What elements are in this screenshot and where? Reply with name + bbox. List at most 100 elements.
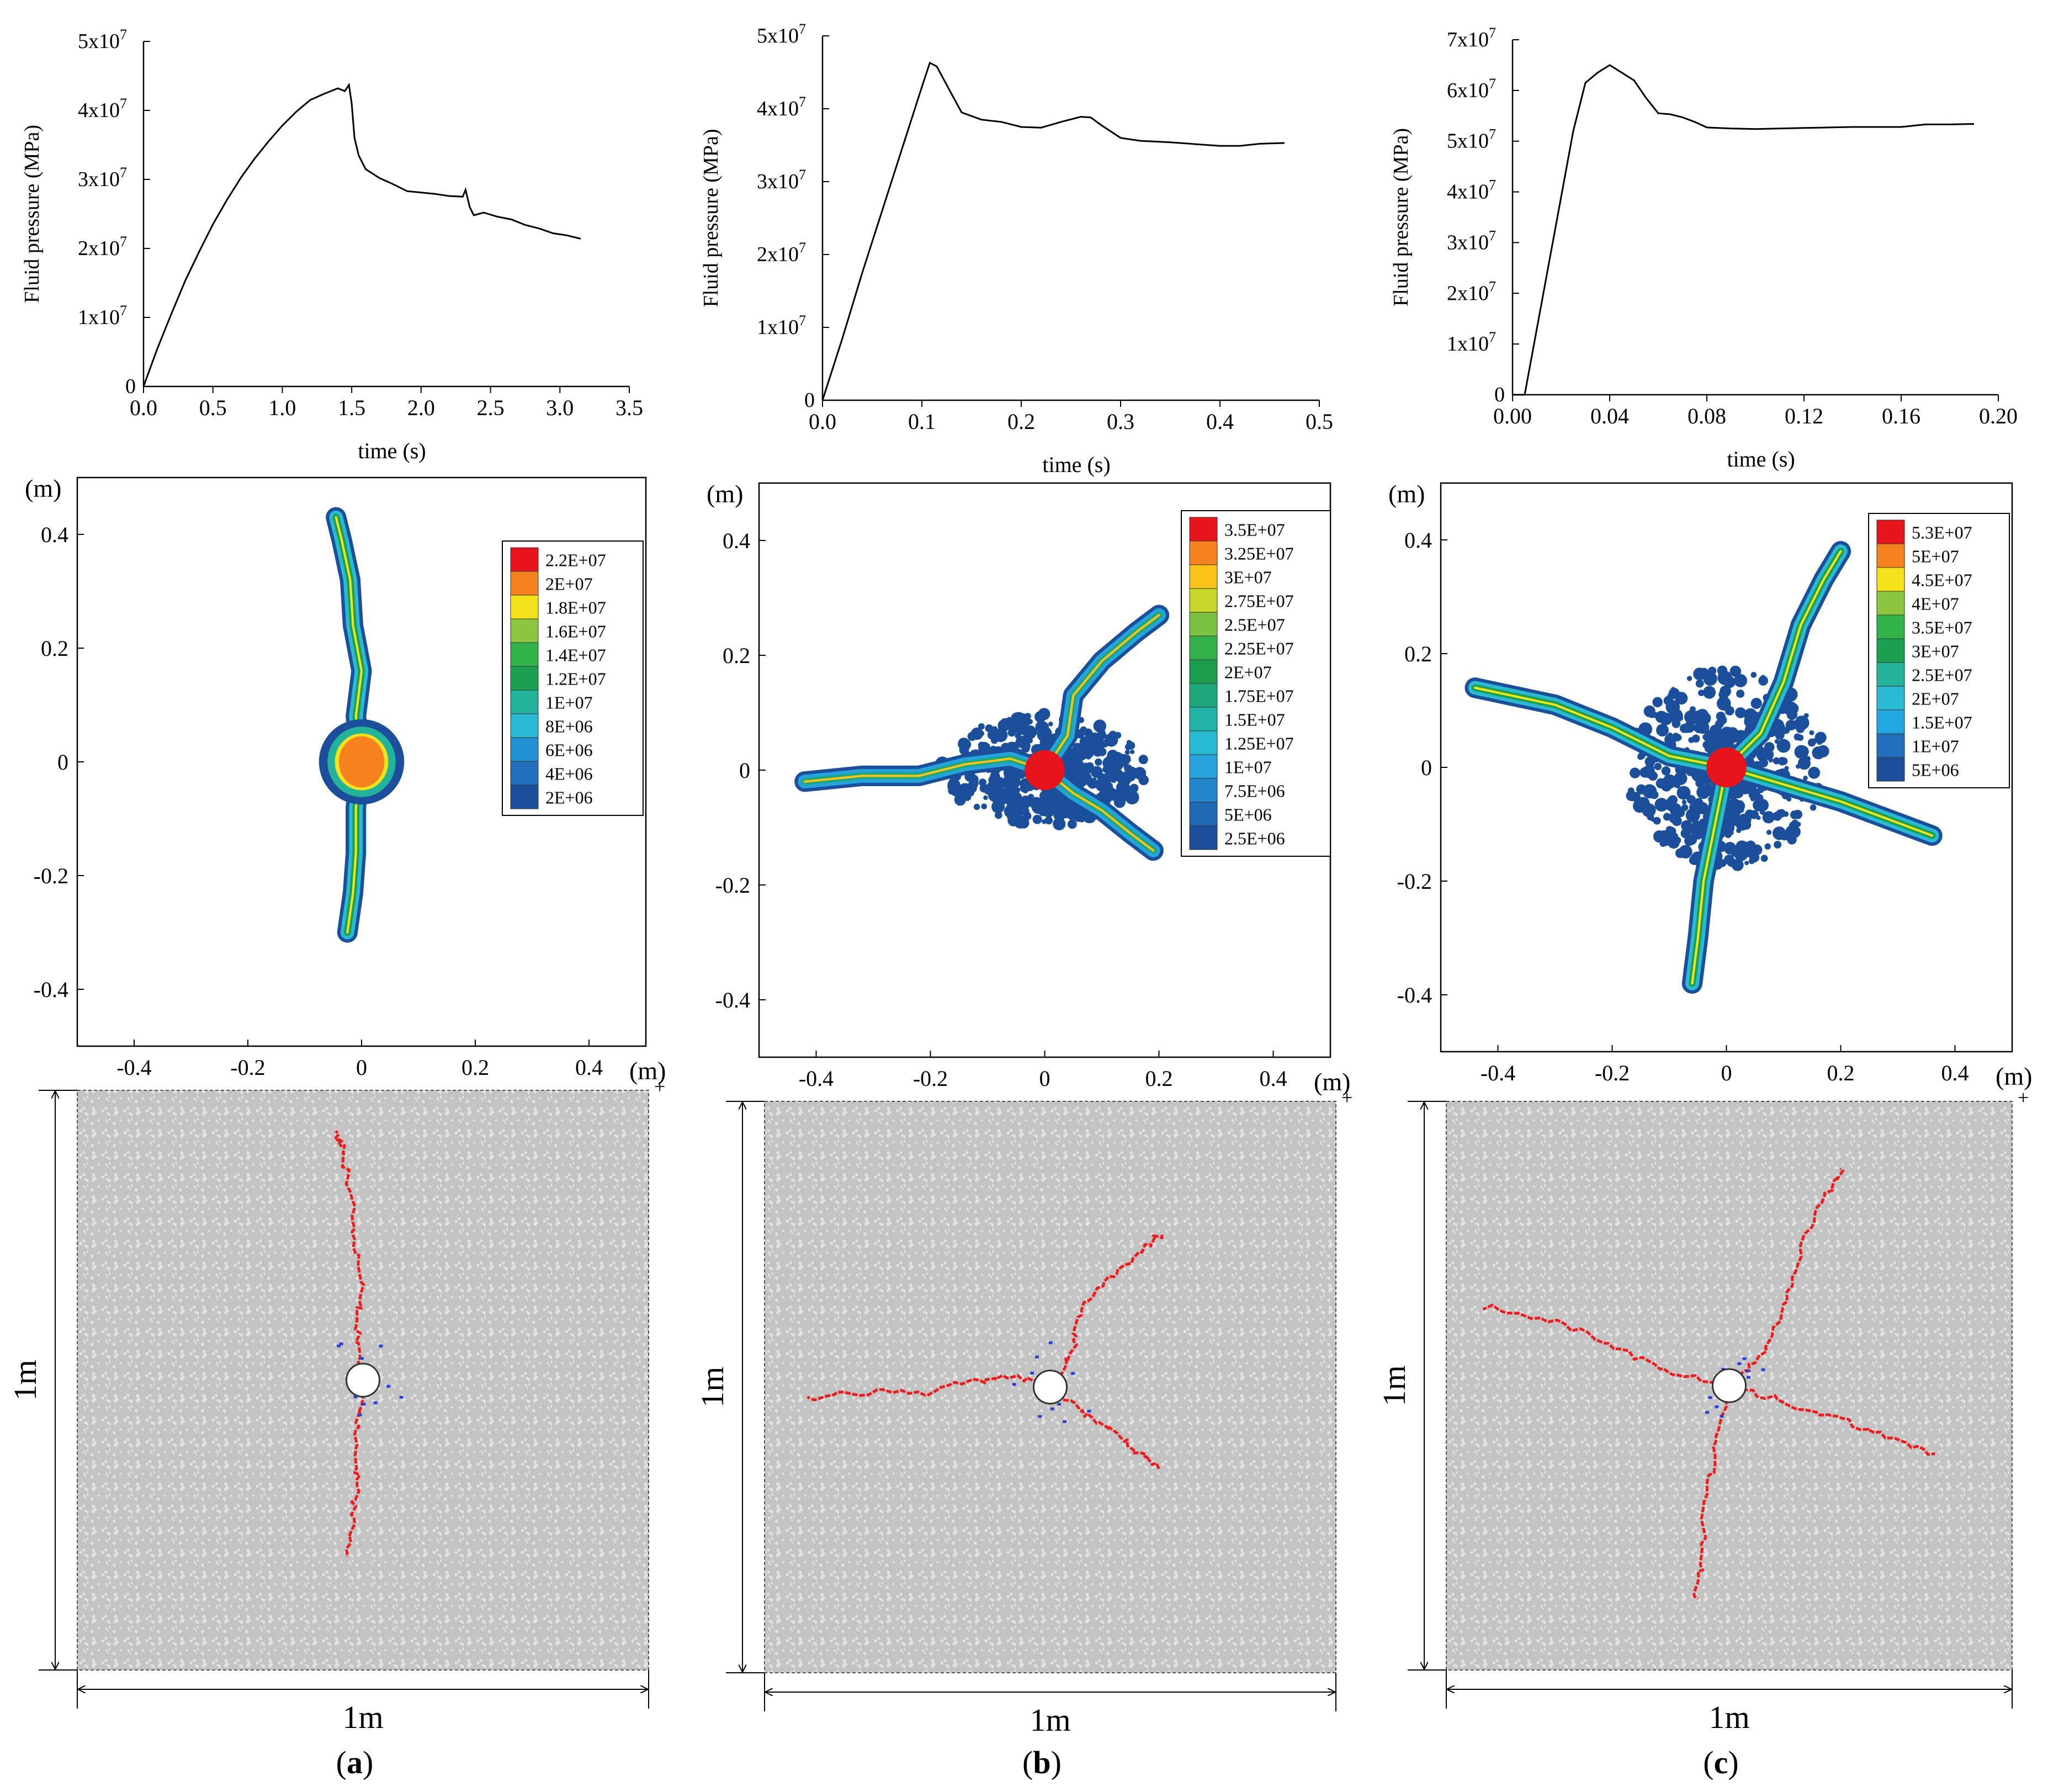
shear-crack-mark (1087, 1409, 1091, 1413)
x-axis-label: time (s) (1727, 447, 1795, 471)
low-pressure-speck (1796, 764, 1801, 769)
low-pressure-speck (1793, 809, 1803, 819)
legend-swatch (1876, 709, 1905, 734)
low-pressure-speck (1656, 778, 1667, 789)
y-tick-label: 0 (1494, 383, 1505, 406)
low-pressure-speck (1785, 719, 1796, 731)
x-tick-label: 0.4 (1206, 409, 1234, 434)
borehole (1033, 1370, 1068, 1404)
legend-label: 7.5E+06 (1224, 781, 1285, 801)
low-pressure-speck (1117, 772, 1132, 786)
legend-label: 2.75E+07 (1224, 591, 1294, 611)
low-pressure-speck (1038, 808, 1047, 817)
low-pressure-speck (1743, 708, 1757, 722)
low-pressure-speck (1776, 739, 1791, 753)
low-pressure-speck (1679, 845, 1692, 859)
y-tick-label: 2x107 (757, 240, 806, 266)
legend-label: 5E+06 (1224, 805, 1272, 825)
x-tick-label: 0.2 (461, 1055, 489, 1080)
shear-crack-mark (399, 1396, 404, 1399)
legend-label: 2.5E+06 (1224, 829, 1285, 849)
low-pressure-speck (1717, 670, 1732, 685)
corner-cross: + (2018, 1086, 2029, 1109)
low-pressure-speck (1092, 740, 1105, 751)
low-pressure-speck (1016, 739, 1025, 747)
shear-crack-mark (1012, 1383, 1016, 1386)
legend-swatch (510, 547, 539, 572)
low-pressure-speck (1695, 679, 1704, 688)
legend-swatch (510, 595, 539, 619)
y-tick-label: 1x107 (78, 303, 127, 329)
low-pressure-speck (1042, 819, 1047, 824)
center-pressure-zone (1025, 750, 1065, 791)
low-pressure-speck (1118, 791, 1127, 800)
shear-crack-mark (1705, 1411, 1709, 1414)
legend-swatch (1189, 683, 1218, 708)
width-dimension-label: 1m (1030, 1702, 1070, 1738)
low-pressure-speck (1734, 674, 1747, 687)
x-tick-label: 1.5 (338, 395, 365, 420)
legend-swatch (1876, 614, 1905, 639)
legend-label: 1.4E+07 (545, 645, 606, 665)
low-pressure-speck (1654, 762, 1662, 771)
low-pressure-speck (1716, 696, 1731, 711)
fracture-core (1043, 614, 1160, 772)
legend-swatch (510, 784, 539, 809)
low-pressure-speck (1642, 803, 1656, 818)
low-pressure-speck (1650, 791, 1659, 799)
legend-swatch (510, 571, 539, 596)
low-pressure-speck (1053, 809, 1066, 821)
y-tick-label: 0 (804, 389, 815, 412)
low-pressure-speck (1794, 745, 1808, 759)
x-unit-label: (m) (1314, 1068, 1350, 1096)
shear-crack-mark (1742, 1357, 1747, 1360)
low-pressure-speck (1028, 794, 1034, 800)
x-tick-label: -0.4 (116, 1055, 151, 1080)
low-pressure-speck (1726, 848, 1731, 853)
legend-label: 2.5E+07 (1912, 665, 1972, 685)
low-pressure-speck (1796, 715, 1805, 724)
low-pressure-speck (1640, 767, 1651, 778)
shear-crack-mark (1048, 1341, 1053, 1344)
legend-label: 3.25E+07 (1224, 544, 1294, 564)
legend-label: 1E+07 (545, 693, 593, 713)
low-pressure-speck (1653, 699, 1658, 704)
crack-path (1692, 1385, 1731, 1600)
low-pressure-speck (1012, 800, 1026, 814)
x-tick-label: 3.5 (616, 395, 643, 420)
low-pressure-speck (1796, 821, 1801, 827)
legend-swatch (510, 737, 539, 762)
legend-label: 1E+07 (1224, 757, 1272, 777)
y-tick-label: 0.2 (723, 643, 750, 668)
x-tick-label: 0.4 (1260, 1066, 1287, 1091)
shear-crack-mark (1720, 1414, 1724, 1418)
low-pressure-speck (1760, 675, 1766, 681)
low-pressure-speck (1686, 795, 1696, 804)
low-pressure-speck (1668, 708, 1683, 723)
low-pressure-speck (979, 778, 986, 787)
y-tick-label: 0 (57, 750, 68, 775)
shear-crack-mark (358, 1413, 362, 1417)
low-pressure-speck (1667, 826, 1676, 836)
legend-label: 1.75E+07 (1224, 686, 1294, 706)
shear-crack-mark (1715, 1405, 1719, 1408)
low-pressure-speck (1130, 749, 1135, 755)
low-pressure-speck (1686, 676, 1692, 681)
legend-label: 4.5E+07 (1912, 570, 1972, 590)
low-pressure-speck (1675, 692, 1685, 703)
center-pressure-zone (338, 736, 385, 788)
crack-path (1049, 1233, 1164, 1388)
legend-swatch (1189, 730, 1218, 755)
low-pressure-speck (1729, 830, 1734, 835)
low-pressure-speck (981, 803, 987, 809)
crack-path (334, 1130, 365, 1381)
legend-label: 6E+06 (545, 740, 593, 760)
low-pressure-speck (1009, 775, 1019, 785)
legend-label: 3E+07 (1912, 641, 1959, 661)
low-pressure-speck (1773, 812, 1782, 821)
low-pressure-speck (1095, 758, 1102, 766)
y-tick-label: 0.4 (1404, 528, 1432, 553)
low-pressure-speck (1746, 723, 1752, 729)
low-pressure-speck (1663, 696, 1674, 706)
low-pressure-speck (1668, 732, 1673, 737)
